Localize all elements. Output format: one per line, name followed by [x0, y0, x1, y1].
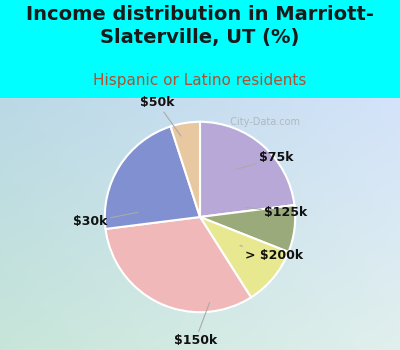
Text: $150k: $150k: [174, 303, 217, 347]
Text: Hispanic or Latino residents: Hispanic or Latino residents: [93, 74, 307, 89]
Text: $50k: $50k: [140, 96, 181, 136]
Text: City-Data.com: City-Data.com: [224, 117, 300, 127]
Wedge shape: [106, 217, 251, 312]
Text: $75k: $75k: [236, 152, 294, 169]
Wedge shape: [105, 126, 200, 229]
Wedge shape: [200, 217, 288, 298]
Text: > $200k: > $200k: [240, 246, 303, 261]
Wedge shape: [200, 205, 295, 252]
Text: Income distribution in Marriott-
Slaterville, UT (%): Income distribution in Marriott- Slaterv…: [26, 5, 374, 47]
Text: $125k: $125k: [246, 206, 307, 219]
Text: $30k: $30k: [73, 212, 138, 228]
Wedge shape: [200, 122, 294, 217]
Wedge shape: [170, 122, 200, 217]
